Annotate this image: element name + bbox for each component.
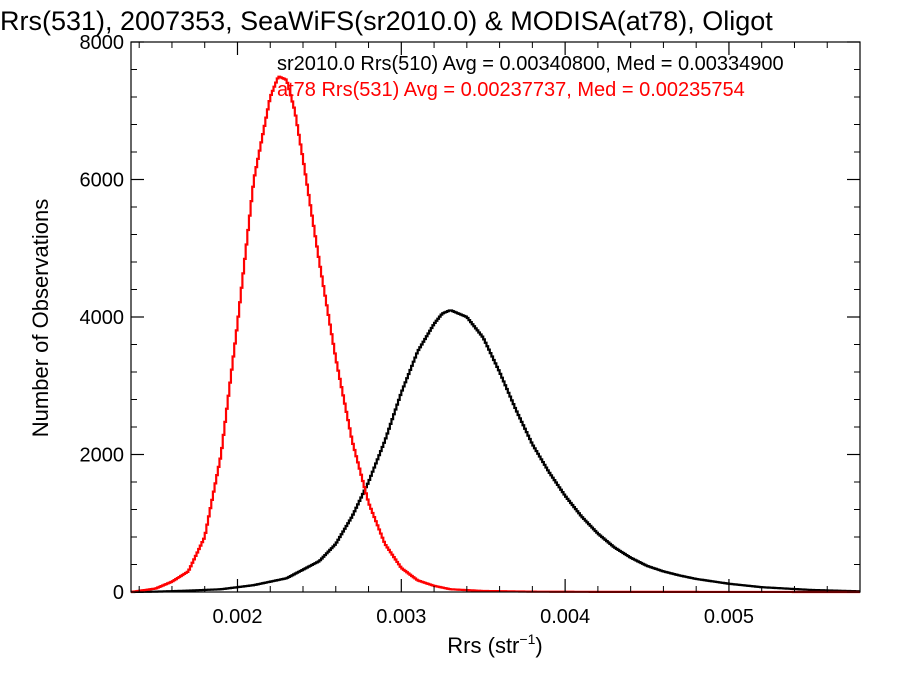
plot-frame <box>130 41 861 593</box>
x-tick-label: 0.004 <box>540 606 590 628</box>
series-line-1 <box>131 75 860 594</box>
legend-entry-black: sr2010.0 Rrs(510) Avg = 0.00340800, Med … <box>277 53 784 75</box>
x-axis-label-main: Rrs (str <box>447 633 519 658</box>
x-axis-label-superscript: −1 <box>519 631 535 647</box>
y-tick-label: 8000 <box>80 32 125 54</box>
y-tick-label: 6000 <box>80 170 125 192</box>
series-line-0 <box>131 309 860 594</box>
chart-title: Rrs(531), 2007353, SeaWiFS(sr2010.0) & M… <box>0 6 773 36</box>
x-axis-label-close: ) <box>535 633 542 658</box>
y-tick-label: 4000 <box>80 307 125 329</box>
plot-area <box>131 75 860 594</box>
y-tick-label: 2000 <box>80 445 125 467</box>
x-tick-label: 0.003 <box>376 606 426 628</box>
x-axis-label: Rrs (str−1) <box>447 631 542 658</box>
legend-entry-red: at78 Rrs(531) Avg = 0.00237737, Med = 0.… <box>277 79 745 101</box>
x-tick-label: 0.005 <box>704 606 754 628</box>
y-axis-label: Number of Observations <box>28 199 53 437</box>
axes: 0.002 0.003 0.004 0.005 0 2000 4000 6000 8000 <box>80 32 861 628</box>
x-tick-label: 0.002 <box>212 606 262 628</box>
y-tick-label: 0 <box>113 582 124 604</box>
